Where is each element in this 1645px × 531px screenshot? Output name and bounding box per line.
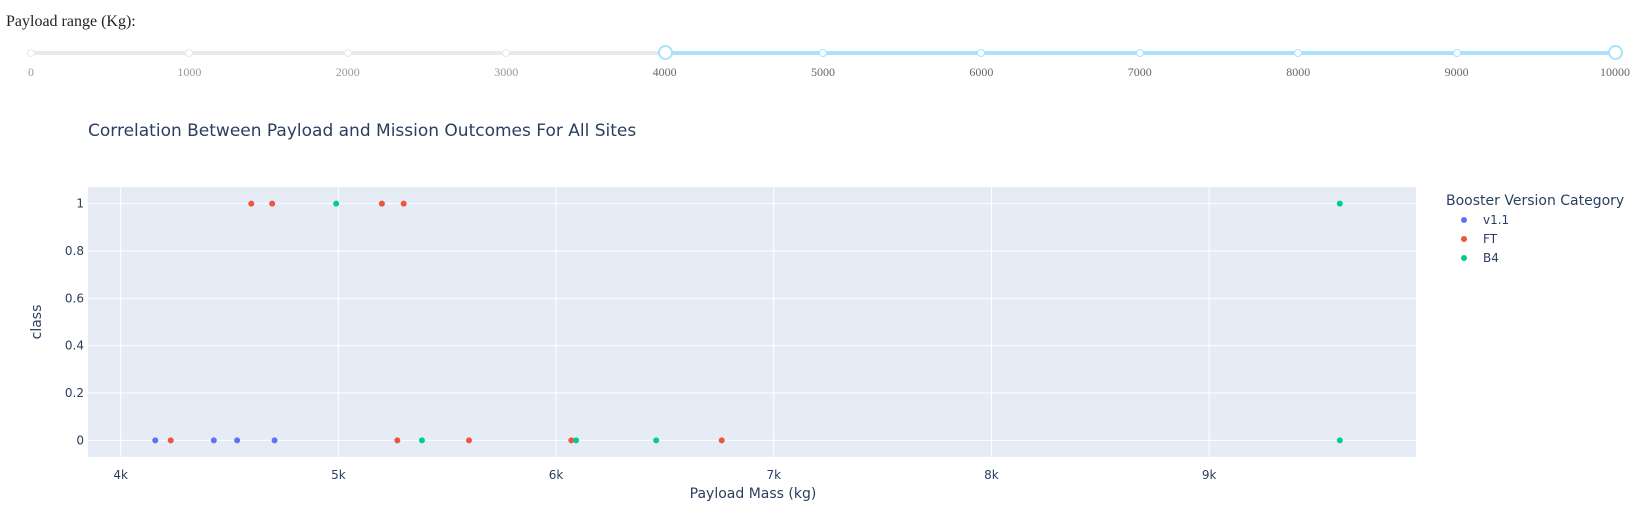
data-point-b4 — [333, 200, 340, 207]
slider-mark-label[interactable]: 5000 — [811, 65, 835, 79]
slider-step-dot[interactable] — [819, 49, 827, 57]
y-axis-ticks: 0 0.2 0.4 0.6 0.8 1 — [65, 197, 84, 448]
legend-item-label[interactable]: B4 — [1483, 251, 1499, 265]
data-point-ft — [568, 437, 575, 444]
x-axis-ticks: 4k 5k 6k 7k 8k 9k — [113, 468, 1216, 482]
legend-marker — [1461, 255, 1467, 261]
data-points — [152, 200, 1343, 444]
data-point-ft — [718, 437, 725, 444]
plot-area — [88, 187, 1416, 457]
data-point-v1-1 — [210, 437, 217, 444]
slider-mark-label[interactable]: 3000 — [494, 65, 519, 79]
x-tick-label: 9k — [1202, 468, 1217, 482]
data-point-b4 — [653, 437, 660, 444]
slider-mark-label[interactable]: 0 — [28, 65, 34, 79]
x-tick-label: 5k — [331, 468, 346, 482]
slider-mark-label[interactable]: 4000 — [652, 65, 677, 79]
slider-step-dot[interactable] — [977, 49, 986, 57]
data-point-ft — [378, 200, 385, 207]
legend-marker — [1461, 236, 1467, 242]
data-point-b4 — [1336, 200, 1343, 207]
data-point-b4 — [1336, 437, 1343, 444]
y-tick-label: 0.8 — [65, 244, 84, 258]
slider-mark-label[interactable]: 1000 — [177, 65, 202, 79]
slider-step-dot[interactable] — [27, 49, 35, 57]
x-tick-label: 6k — [549, 468, 564, 482]
data-point-v1-1 — [271, 437, 278, 444]
slider-max-handle[interactable] — [1608, 45, 1623, 60]
data-point-v1-1 — [152, 437, 159, 444]
legend: Booster Version Category v1.1 FT B4 — [1446, 193, 1624, 265]
data-point-ft — [167, 437, 174, 444]
slider-min-handle[interactable] — [657, 45, 673, 60]
data-point-b4 — [418, 437, 425, 444]
data-point-ft — [400, 200, 407, 207]
legend-marker — [1461, 217, 1467, 223]
data-point-ft — [269, 200, 276, 207]
y-tick-label: 0.2 — [65, 386, 84, 400]
x-tick-label: 8k — [984, 468, 999, 482]
slider-step-dot[interactable] — [502, 49, 511, 57]
chart-title: Correlation Between Payload and Mission … — [88, 121, 637, 141]
data-point-ft — [394, 437, 401, 444]
grid-lines — [88, 187, 1416, 457]
slider-mark-label[interactable]: 2000 — [335, 65, 360, 79]
slider-step-dot[interactable] — [343, 49, 352, 57]
x-axis-label: Payload Mass (kg) — [690, 486, 817, 502]
slider-step-dot[interactable] — [1452, 49, 1461, 57]
y-tick-label: 0.4 — [65, 339, 84, 353]
y-tick-label: 0 — [76, 433, 84, 447]
x-tick-label: 4k — [113, 468, 128, 482]
y-axis-label: class — [29, 305, 45, 340]
data-point-ft — [248, 200, 255, 207]
slider-step-dot[interactable] — [1294, 49, 1303, 57]
legend-item-label[interactable]: v1.1 — [1483, 213, 1509, 227]
legend-title: Booster Version Category — [1446, 193, 1624, 209]
data-point-ft — [465, 437, 472, 444]
slider-mark-label[interactable]: 8000 — [1286, 65, 1311, 79]
y-tick-label: 0.6 — [65, 291, 84, 305]
x-tick-label: 7k — [766, 468, 781, 482]
slider-mark-label[interactable]: 6000 — [969, 65, 994, 79]
slider-step-dot[interactable] — [185, 49, 194, 57]
payload-range-label: Payload range (Kg): — [6, 13, 136, 30]
legend-item-label[interactable]: FT — [1483, 232, 1498, 246]
slider-mark-label[interactable]: 10000 — [1600, 65, 1630, 79]
data-point-b4 — [573, 437, 580, 444]
slider-step-dot[interactable] — [1135, 49, 1144, 57]
slider-mark-label[interactable]: 7000 — [1127, 65, 1152, 79]
data-point-v1-1 — [234, 437, 241, 444]
y-tick-label: 1 — [76, 197, 84, 211]
slider-mark-label[interactable]: 9000 — [1444, 65, 1469, 79]
payload-range-slider[interactable]: 0 1000 2000 3000 4000 5000 6000 7000 8000 9000 100… — [0, 40, 1645, 80]
